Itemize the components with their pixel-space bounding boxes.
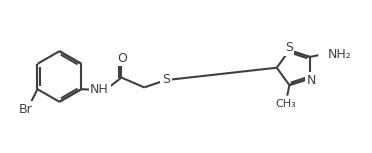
Text: S: S (162, 73, 170, 86)
Text: CH₃: CH₃ (276, 99, 296, 109)
Text: NH₂: NH₂ (327, 48, 351, 61)
Text: N: N (307, 74, 316, 87)
Text: Br: Br (18, 103, 32, 116)
Text: NH: NH (90, 83, 109, 96)
Text: O: O (117, 52, 127, 65)
Text: S: S (285, 41, 293, 54)
